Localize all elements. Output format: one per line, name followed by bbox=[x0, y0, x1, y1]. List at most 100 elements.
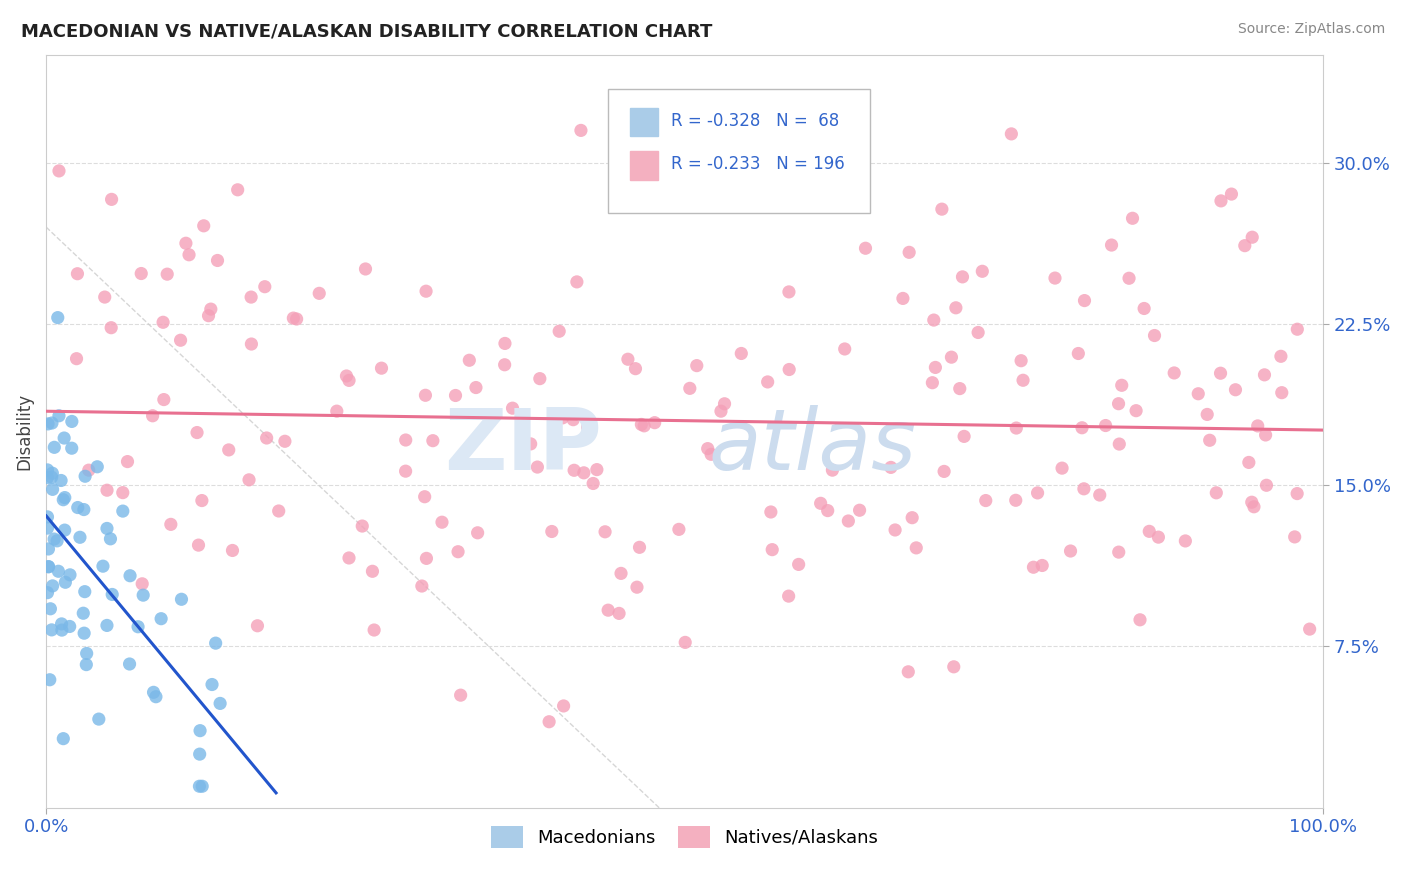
Point bbox=[974, 493, 997, 508]
Point bbox=[111, 485, 134, 500]
FancyBboxPatch shape bbox=[630, 152, 658, 180]
Point bbox=[170, 592, 193, 607]
Point bbox=[761, 542, 783, 557]
Point bbox=[226, 183, 249, 197]
Point bbox=[308, 286, 330, 301]
Point bbox=[610, 566, 633, 581]
Point bbox=[778, 285, 800, 299]
Point bbox=[967, 326, 990, 340]
Point bbox=[538, 714, 561, 729]
Y-axis label: Disability: Disability bbox=[15, 392, 32, 470]
Point bbox=[778, 589, 800, 603]
Point bbox=[38, 559, 60, 574]
Point bbox=[1010, 353, 1032, 368]
Point bbox=[551, 410, 574, 425]
Point bbox=[897, 665, 920, 679]
Point bbox=[1270, 349, 1292, 363]
Point bbox=[972, 264, 994, 278]
Point bbox=[1243, 500, 1265, 514]
Text: R = -0.233   N = 196: R = -0.233 N = 196 bbox=[671, 155, 845, 173]
Point bbox=[41, 416, 63, 430]
Text: MACEDONIAN VS NATIVE/ALASKAN DISABILITY CORRELATION CHART: MACEDONIAN VS NATIVE/ALASKAN DISABILITY … bbox=[21, 22, 713, 40]
Point bbox=[394, 464, 416, 478]
Point bbox=[710, 404, 733, 418]
Point bbox=[66, 500, 89, 515]
Point bbox=[100, 193, 122, 207]
Point bbox=[1240, 495, 1263, 509]
Point bbox=[1121, 211, 1143, 226]
Point bbox=[941, 350, 963, 364]
Point bbox=[197, 309, 219, 323]
Point bbox=[1271, 385, 1294, 400]
Point bbox=[145, 690, 167, 704]
Point bbox=[1163, 366, 1185, 380]
Point bbox=[644, 416, 666, 430]
Point bbox=[1209, 366, 1232, 380]
Point bbox=[37, 541, 59, 556]
Point bbox=[246, 619, 269, 633]
Point bbox=[238, 473, 260, 487]
Point bbox=[118, 568, 141, 582]
Point bbox=[41, 470, 63, 484]
Point bbox=[1187, 386, 1209, 401]
Point bbox=[415, 388, 437, 402]
Point bbox=[256, 431, 278, 445]
Point bbox=[60, 441, 83, 455]
Point bbox=[274, 434, 297, 449]
Point bbox=[1031, 558, 1053, 573]
Point bbox=[354, 262, 377, 277]
Point bbox=[352, 519, 374, 533]
Point bbox=[1094, 418, 1116, 433]
Point bbox=[458, 353, 481, 368]
Point bbox=[49, 474, 72, 488]
Point bbox=[1026, 486, 1049, 500]
Point bbox=[848, 503, 870, 517]
Point bbox=[1118, 271, 1140, 285]
Point bbox=[884, 523, 907, 537]
Point bbox=[129, 267, 152, 281]
Point bbox=[191, 779, 214, 793]
Point bbox=[526, 460, 548, 475]
Point bbox=[100, 320, 122, 334]
Point bbox=[150, 612, 173, 626]
Point bbox=[370, 361, 392, 376]
Point bbox=[142, 409, 165, 423]
Point bbox=[188, 747, 211, 761]
Point bbox=[1108, 545, 1130, 559]
Point bbox=[218, 442, 240, 457]
Point bbox=[630, 417, 652, 432]
Point bbox=[700, 447, 723, 461]
Point bbox=[921, 376, 943, 390]
Point bbox=[413, 490, 436, 504]
Point bbox=[598, 603, 620, 617]
Point bbox=[188, 779, 211, 793]
Point bbox=[41, 483, 63, 497]
Point bbox=[787, 558, 810, 572]
Point bbox=[53, 431, 76, 445]
Point bbox=[837, 514, 859, 528]
Point bbox=[586, 462, 609, 476]
Point bbox=[1147, 530, 1170, 544]
Point bbox=[607, 607, 630, 621]
Point bbox=[1129, 613, 1152, 627]
Point bbox=[562, 463, 585, 477]
Point bbox=[363, 623, 385, 637]
Point bbox=[1022, 560, 1045, 574]
Point bbox=[69, 530, 91, 544]
Point bbox=[37, 509, 59, 524]
Point bbox=[59, 567, 82, 582]
Point bbox=[37, 417, 59, 431]
Point bbox=[111, 504, 134, 518]
Point bbox=[901, 510, 924, 524]
Point bbox=[37, 521, 59, 535]
Point bbox=[53, 575, 76, 590]
Point bbox=[1133, 301, 1156, 316]
Point bbox=[1286, 486, 1309, 500]
Text: ZIP: ZIP bbox=[444, 405, 602, 488]
Point bbox=[51, 623, 73, 637]
Point bbox=[502, 401, 524, 416]
Point bbox=[87, 712, 110, 726]
Point bbox=[624, 361, 647, 376]
Point bbox=[1108, 437, 1130, 451]
Point bbox=[177, 248, 200, 262]
